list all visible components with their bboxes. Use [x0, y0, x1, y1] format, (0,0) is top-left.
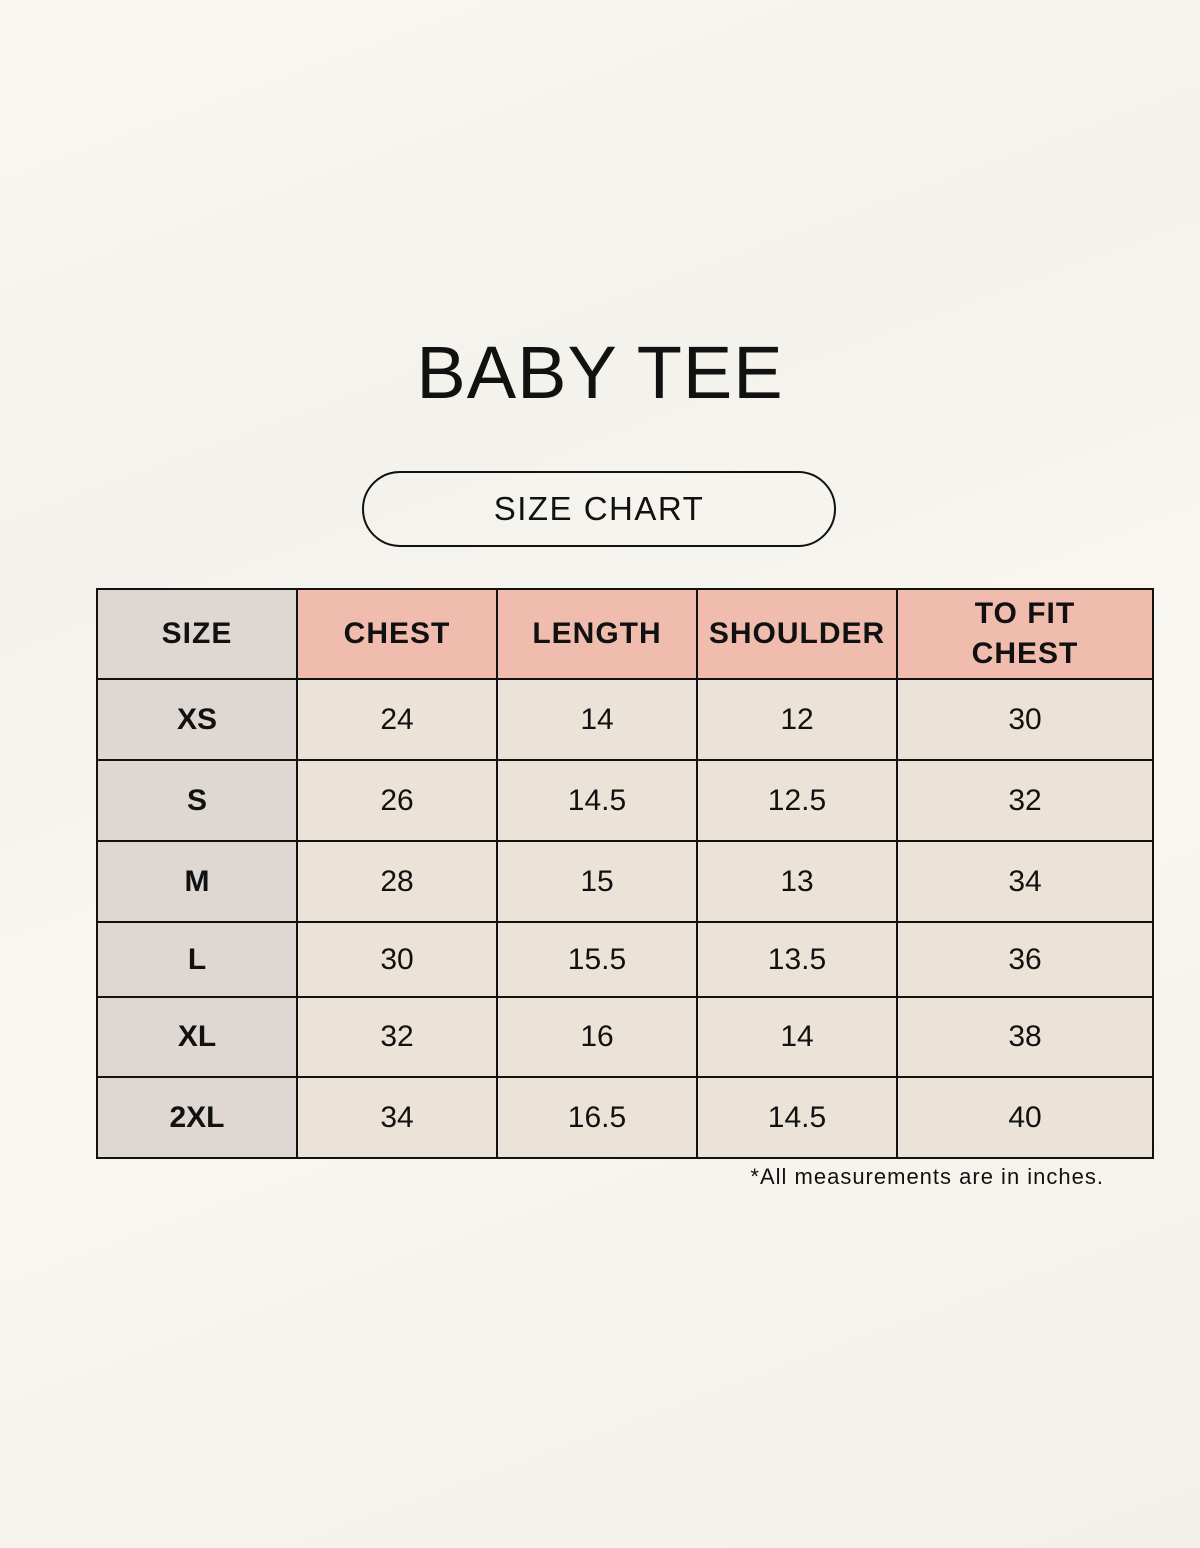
value-cell: 15.5 — [496, 921, 698, 998]
value-cell: 14 — [696, 996, 898, 1078]
size-cell: S — [96, 759, 298, 842]
size-cell: 2XL — [96, 1076, 298, 1159]
value-cell: 32 — [896, 759, 1154, 842]
page-title: BABY TEE — [416, 331, 784, 414]
table-row: XL 32 16 14 38 — [96, 996, 1154, 1078]
value-cell: 34 — [296, 1076, 498, 1159]
header-row: SIZE CHEST LENGTH SHOULDER TO FIT CHEST — [96, 588, 1154, 680]
column-header: SHOULDER — [696, 588, 898, 680]
value-cell: 40 — [896, 1076, 1154, 1159]
column-header: CHEST — [296, 588, 498, 680]
table-row: 2XL 34 16.5 14.5 40 — [96, 1076, 1154, 1159]
value-cell: 16.5 — [496, 1076, 698, 1159]
value-cell: 36 — [896, 921, 1154, 998]
table-row: L 30 15.5 13.5 36 — [96, 921, 1154, 998]
value-cell: 28 — [296, 840, 498, 923]
value-cell: 38 — [896, 996, 1154, 1078]
size-cell: XL — [96, 996, 298, 1078]
value-cell: 12.5 — [696, 759, 898, 842]
table-row: M 28 15 13 34 — [96, 840, 1154, 923]
column-header: SIZE — [96, 588, 298, 680]
value-cell: 14.5 — [496, 759, 698, 842]
size-chart-label: SIZE CHART — [362, 471, 836, 547]
value-cell: 26 — [296, 759, 498, 842]
value-cell: 34 — [896, 840, 1154, 923]
value-cell: 14 — [496, 678, 698, 761]
value-cell: 13.5 — [696, 921, 898, 998]
column-header: LENGTH — [496, 588, 698, 680]
value-cell: 12 — [696, 678, 898, 761]
value-cell: 15 — [496, 840, 698, 923]
value-cell: 16 — [496, 996, 698, 1078]
measurement-note: *All measurements are in inches. — [750, 1164, 1104, 1189]
size-table: SIZE CHEST LENGTH SHOULDER TO FIT CHEST XS 24 1… — [96, 588, 1154, 1159]
size-cell: L — [96, 921, 298, 998]
table-row: XS 24 14 12 30 — [96, 678, 1154, 761]
column-header: TO FIT CHEST — [896, 588, 1154, 680]
value-cell: 13 — [696, 840, 898, 923]
value-cell: 30 — [296, 921, 498, 998]
size-cell: M — [96, 840, 298, 923]
size-cell: XS — [96, 678, 298, 761]
table-row: S 26 14.5 12.5 32 — [96, 759, 1154, 842]
value-cell: 32 — [296, 996, 498, 1078]
value-cell: 24 — [296, 678, 498, 761]
value-cell: 30 — [896, 678, 1154, 761]
value-cell: 14.5 — [696, 1076, 898, 1159]
